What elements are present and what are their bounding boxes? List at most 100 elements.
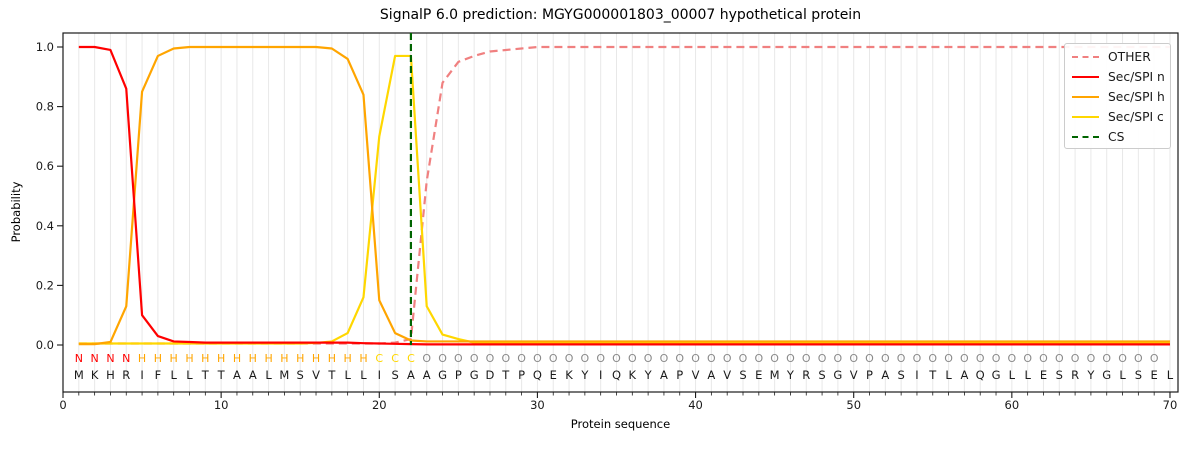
residue-letter: E <box>755 368 762 382</box>
region-letter: O <box>691 352 700 365</box>
curve-other <box>78 45 1170 345</box>
residue-letter: E <box>1040 368 1047 382</box>
x-tick-label: 60 <box>1005 398 1020 412</box>
residue-letter: A <box>249 368 257 382</box>
residue-letter: S <box>1056 368 1063 382</box>
residue-letter: L <box>265 368 272 382</box>
residue-letter: V <box>312 368 320 382</box>
residue-letter: A <box>660 368 668 382</box>
region-letter: O <box>707 352 716 365</box>
region-letter: O <box>976 352 985 365</box>
residue-letter: P <box>518 368 525 382</box>
legend-label: OTHER <box>1108 49 1151 64</box>
residue-letter: K <box>629 368 637 382</box>
residue-letter: V <box>723 368 731 382</box>
residue-letter: A <box>233 368 241 382</box>
x-tick-label: 20 <box>372 398 387 412</box>
y-tick-label: 0.4 <box>36 219 54 233</box>
residue-letter: D <box>486 368 495 382</box>
region-letter: O <box>897 352 906 365</box>
residue-letter: L <box>945 368 952 382</box>
x-tick-label: 0 <box>59 398 66 412</box>
region-letter: O <box>644 352 653 365</box>
region-letter: O <box>1134 352 1143 365</box>
other-line-swatch <box>1072 56 1099 58</box>
x-axis-label: Protein sequence <box>570 417 671 431</box>
residue-letter: L <box>344 368 351 382</box>
residue-letter: L <box>170 368 177 382</box>
residue-letter: E <box>1151 368 1158 382</box>
region-letter: H <box>217 352 225 365</box>
residue-letter: T <box>201 368 210 382</box>
region-letter: O <box>596 352 605 365</box>
region-letter: O <box>992 352 1001 365</box>
region-letter: N <box>91 352 99 365</box>
y-tick-label: 0.0 <box>36 338 54 352</box>
region-letter: H <box>359 352 367 365</box>
region-letter: O <box>1087 352 1096 365</box>
residue-letter: Y <box>644 368 653 382</box>
residue-letter: M <box>279 368 289 382</box>
residue-letter: L <box>1119 368 1126 382</box>
y-tick-label: 0.8 <box>36 100 54 114</box>
region-letter: O <box>739 352 748 365</box>
region-letter: O <box>881 352 890 365</box>
residue-letter: S <box>739 368 746 382</box>
region-letter: N <box>122 352 130 365</box>
residue-letter: P <box>866 368 873 382</box>
x-tick-label: 40 <box>688 398 703 412</box>
region-letter: H <box>170 352 178 365</box>
residue-letter: G <box>833 368 842 382</box>
region-letter: O <box>517 352 526 365</box>
residue-letter: G <box>438 368 447 382</box>
region-letter: O <box>1039 352 1048 365</box>
residue-letter: M <box>770 368 780 382</box>
legend: OTHER Sec/SPI n Sec/SPI h Sec/SPI c CS <box>1064 43 1171 149</box>
residue-letter: I <box>378 368 381 382</box>
region-letter: H <box>249 352 257 365</box>
residue-letter: K <box>91 368 99 382</box>
residue-letter: S <box>1135 368 1142 382</box>
region-letter: N <box>106 352 114 365</box>
residue-letter: S <box>297 368 304 382</box>
region-letter: O <box>422 352 431 365</box>
region-letter: O <box>865 352 874 365</box>
y-axis-label: Probability <box>9 181 23 243</box>
region-letter: O <box>786 352 795 365</box>
region-letter: O <box>834 352 843 365</box>
residue-letter: R <box>122 368 130 382</box>
residue-letter: R <box>802 368 810 382</box>
region-letter: O <box>454 352 463 365</box>
residue-letter: A <box>960 368 968 382</box>
residue-letter: M <box>74 368 84 382</box>
residue-letter: S <box>818 368 825 382</box>
region-letter: H <box>154 352 162 365</box>
region-letter: O <box>1023 352 1032 365</box>
region-letter: O <box>802 352 811 365</box>
legend-entry-sec-spi-c: Sec/SPI c <box>1065 107 1170 127</box>
region-letter: H <box>185 352 193 365</box>
region-letter: N <box>75 352 83 365</box>
region-letter: H <box>201 352 209 365</box>
region-letter: O <box>470 352 479 365</box>
residue-letter: F <box>155 368 162 382</box>
residue-letter: E <box>550 368 557 382</box>
residue-letter: L <box>1024 368 1031 382</box>
residue-letter: Q <box>976 368 985 382</box>
residue-letter: K <box>565 368 573 382</box>
sec-spi-h-line-swatch <box>1072 96 1099 98</box>
x-tick-label: 10 <box>214 398 229 412</box>
region-letter: H <box>296 352 304 365</box>
region-letter: H <box>280 352 288 365</box>
region-letter: O <box>628 352 637 365</box>
residue-letter: A <box>881 368 889 382</box>
region-letter: O <box>913 352 922 365</box>
residue-letter: V <box>850 368 858 382</box>
residue-letter: G <box>470 368 479 382</box>
region-letter: O <box>675 352 684 365</box>
region-letter: H <box>328 352 336 365</box>
plot-border <box>62 32 1179 393</box>
legend-entry-sec-spi-h: Sec/SPI h <box>1065 87 1170 107</box>
